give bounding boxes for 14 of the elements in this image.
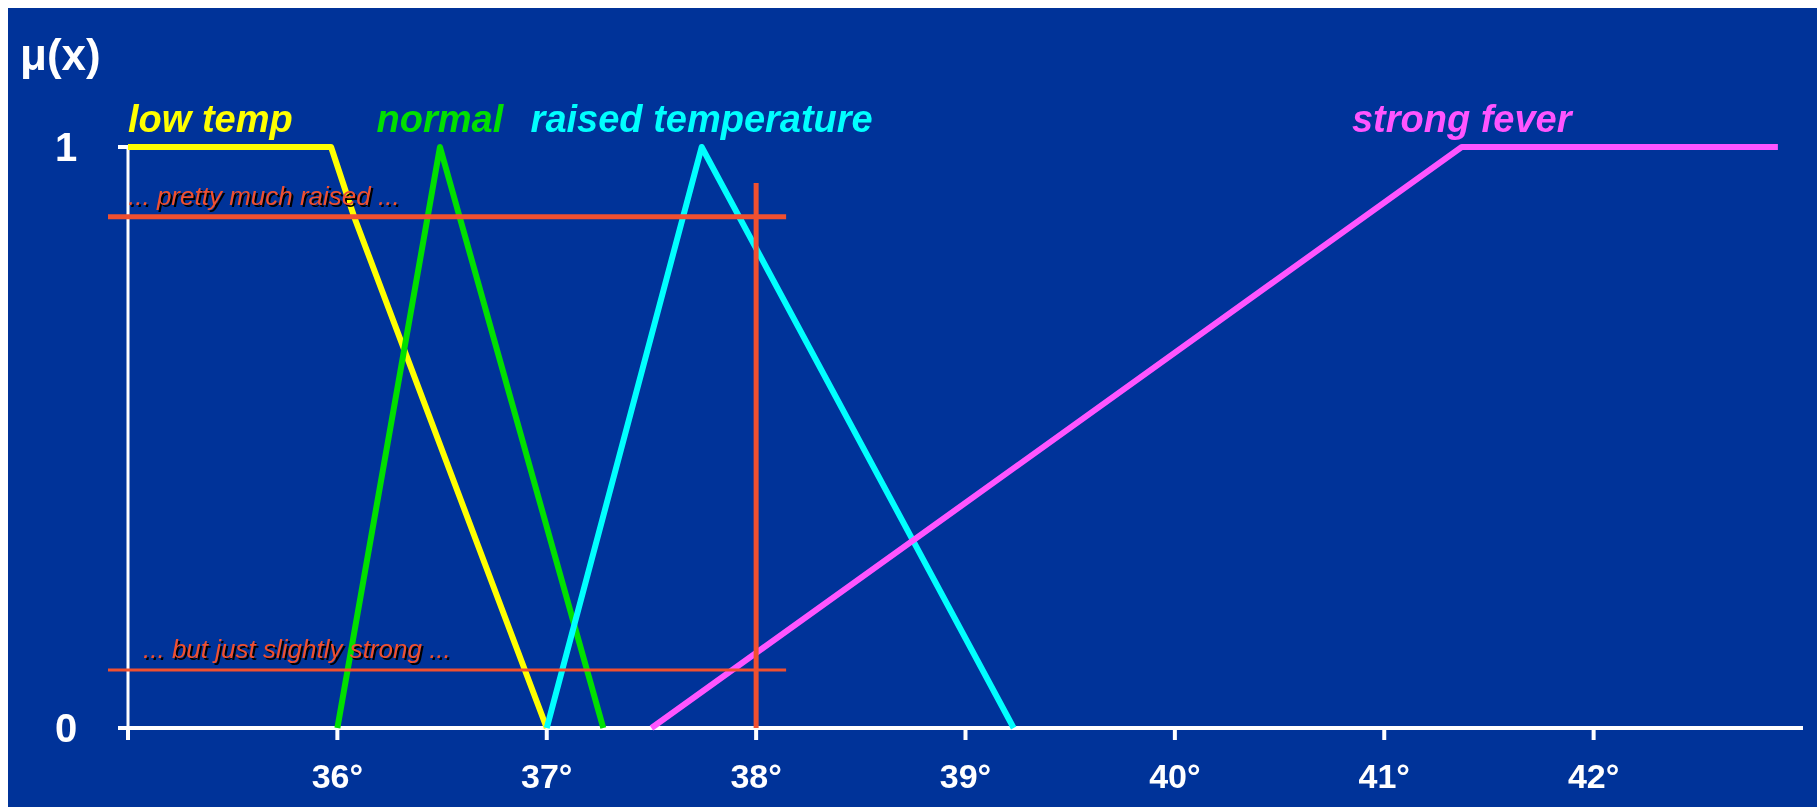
x-tick-label: 39° [939,757,992,795]
series-label: normal [376,98,505,140]
x-tick-label: 41° [1358,757,1410,795]
x-tick-label: 40° [1149,757,1201,795]
series-label: strong fever [1351,98,1574,140]
y-axis-title: μ(x) [20,30,101,79]
y-tick-label: 1 [54,125,78,169]
x-tick-label: 37° [521,757,573,795]
y-tick-label: 0 [54,706,78,750]
x-tick-label: 42° [1567,757,1620,795]
x-tick-label: 36° [311,757,364,795]
x-tick-label: 38° [730,757,782,795]
series-label: low temp [128,98,293,140]
series-label: raised temperature [530,98,873,140]
